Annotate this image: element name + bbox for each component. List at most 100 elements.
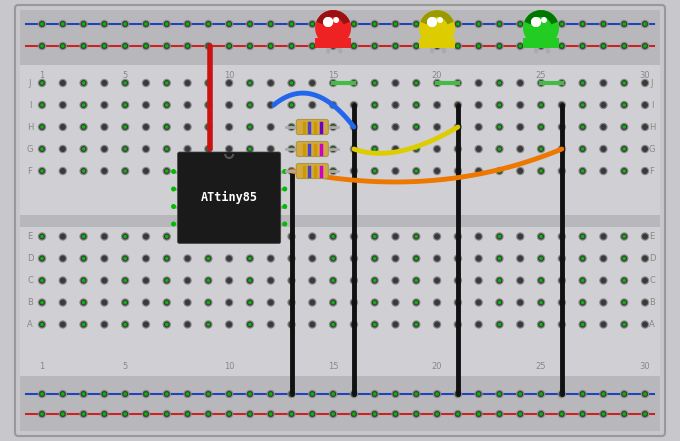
Circle shape bbox=[267, 20, 275, 28]
Circle shape bbox=[412, 298, 420, 306]
Circle shape bbox=[622, 391, 627, 397]
Circle shape bbox=[642, 277, 648, 284]
Circle shape bbox=[186, 412, 189, 416]
Circle shape bbox=[622, 168, 627, 174]
Circle shape bbox=[288, 20, 296, 28]
Circle shape bbox=[163, 145, 171, 153]
Circle shape bbox=[38, 390, 46, 398]
Circle shape bbox=[311, 44, 314, 48]
Circle shape bbox=[100, 123, 109, 131]
Circle shape bbox=[620, 167, 628, 175]
Circle shape bbox=[558, 79, 566, 87]
Circle shape bbox=[61, 22, 65, 26]
Text: 10: 10 bbox=[224, 362, 235, 371]
Circle shape bbox=[329, 79, 337, 87]
Circle shape bbox=[80, 277, 88, 285]
Circle shape bbox=[517, 255, 523, 262]
Circle shape bbox=[82, 103, 86, 107]
Circle shape bbox=[268, 43, 274, 49]
Circle shape bbox=[226, 43, 232, 49]
Circle shape bbox=[516, 298, 524, 306]
Circle shape bbox=[309, 391, 316, 397]
Circle shape bbox=[121, 20, 129, 28]
Circle shape bbox=[82, 125, 86, 129]
Circle shape bbox=[184, 233, 190, 239]
Circle shape bbox=[415, 22, 418, 26]
Circle shape bbox=[579, 102, 585, 108]
Circle shape bbox=[392, 43, 398, 49]
Text: ATtiny85: ATtiny85 bbox=[201, 191, 258, 204]
Circle shape bbox=[186, 22, 189, 26]
Circle shape bbox=[143, 21, 149, 27]
Circle shape bbox=[579, 43, 585, 49]
Circle shape bbox=[122, 299, 128, 306]
Circle shape bbox=[101, 277, 107, 284]
Circle shape bbox=[82, 412, 86, 416]
Circle shape bbox=[227, 392, 231, 396]
Circle shape bbox=[58, 320, 67, 329]
Circle shape bbox=[207, 22, 210, 26]
Circle shape bbox=[163, 410, 171, 418]
Circle shape bbox=[39, 277, 45, 284]
Circle shape bbox=[288, 277, 294, 284]
Circle shape bbox=[268, 391, 274, 397]
Circle shape bbox=[309, 146, 316, 152]
Circle shape bbox=[559, 277, 565, 284]
Circle shape bbox=[373, 257, 377, 260]
Circle shape bbox=[433, 101, 441, 109]
Circle shape bbox=[58, 145, 67, 153]
Circle shape bbox=[123, 81, 127, 85]
Circle shape bbox=[225, 390, 233, 398]
Circle shape bbox=[372, 299, 377, 306]
Circle shape bbox=[227, 22, 231, 26]
Circle shape bbox=[40, 235, 44, 238]
Circle shape bbox=[641, 167, 649, 175]
Circle shape bbox=[539, 392, 543, 396]
Circle shape bbox=[103, 22, 106, 26]
Circle shape bbox=[100, 410, 109, 418]
Circle shape bbox=[141, 145, 150, 153]
Circle shape bbox=[622, 103, 626, 107]
Circle shape bbox=[163, 20, 171, 28]
Circle shape bbox=[268, 277, 274, 284]
Circle shape bbox=[538, 277, 544, 284]
Circle shape bbox=[308, 167, 316, 175]
Circle shape bbox=[184, 145, 192, 153]
Circle shape bbox=[331, 147, 335, 151]
Circle shape bbox=[207, 125, 210, 129]
Circle shape bbox=[498, 147, 501, 151]
Circle shape bbox=[579, 233, 585, 239]
Circle shape bbox=[392, 255, 398, 262]
Circle shape bbox=[331, 169, 335, 173]
Circle shape bbox=[372, 124, 377, 130]
Circle shape bbox=[39, 321, 45, 328]
Circle shape bbox=[579, 299, 585, 306]
Circle shape bbox=[329, 145, 337, 153]
Circle shape bbox=[579, 21, 585, 27]
Circle shape bbox=[498, 103, 501, 107]
Text: J: J bbox=[29, 78, 31, 87]
Circle shape bbox=[205, 233, 211, 239]
Circle shape bbox=[268, 102, 274, 108]
Circle shape bbox=[351, 80, 357, 86]
Circle shape bbox=[245, 232, 254, 241]
Circle shape bbox=[165, 81, 169, 85]
Circle shape bbox=[518, 392, 522, 396]
Circle shape bbox=[517, 21, 523, 27]
Circle shape bbox=[352, 44, 356, 48]
Circle shape bbox=[186, 392, 189, 396]
Circle shape bbox=[315, 10, 351, 46]
Circle shape bbox=[455, 391, 461, 397]
Circle shape bbox=[226, 255, 232, 262]
Circle shape bbox=[475, 101, 483, 109]
Text: J: J bbox=[651, 78, 653, 87]
Circle shape bbox=[38, 254, 46, 263]
Circle shape bbox=[123, 323, 127, 326]
Circle shape bbox=[204, 254, 213, 263]
Circle shape bbox=[391, 20, 400, 28]
Circle shape bbox=[60, 233, 66, 239]
Text: A: A bbox=[649, 320, 655, 329]
Circle shape bbox=[415, 392, 418, 396]
Circle shape bbox=[413, 391, 420, 397]
Circle shape bbox=[204, 390, 213, 398]
